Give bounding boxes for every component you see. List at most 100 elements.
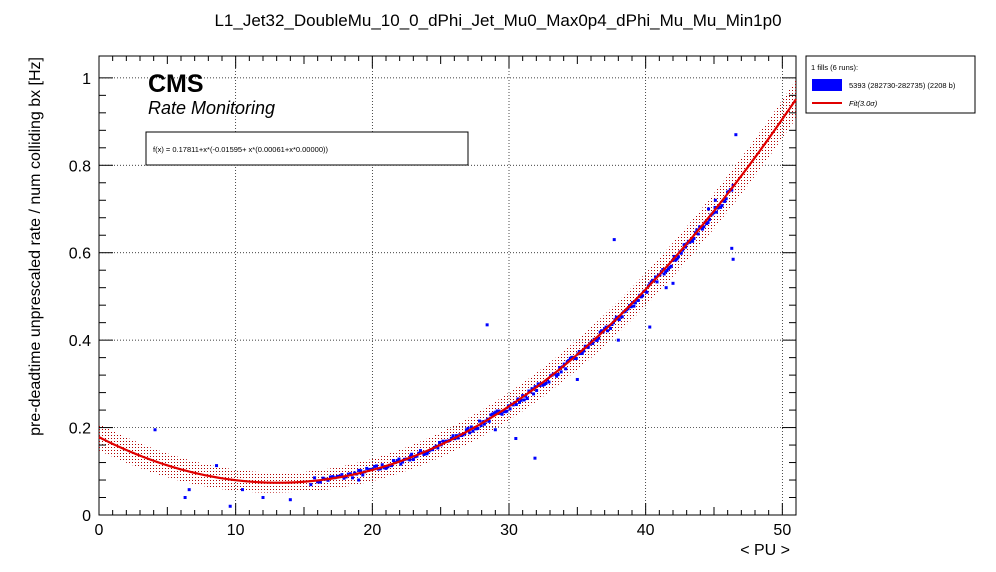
data-point [662,272,666,276]
data-point [348,472,352,476]
data-point [503,410,507,414]
data-point [614,315,618,319]
data-point [422,453,426,456]
data-point [478,419,482,423]
data-point [575,377,579,381]
data-point [516,397,520,401]
x-tick-label: 40 [637,522,655,539]
y-tick-label: 0.8 [69,158,91,175]
data-point [582,349,586,353]
legend-entry-fill: 5393 (282730-282735) (2208 b) [849,81,956,90]
data-point [454,434,458,438]
data-point [556,372,560,376]
data-point [474,427,478,431]
data-point [522,398,526,402]
data-point [719,205,723,209]
fit-line-path [98,98,797,484]
data-point [373,464,377,468]
data-point [321,476,325,480]
data-point [612,238,616,242]
legend-entry-fit: Fit(3.0σ) [849,99,878,108]
data-point [617,318,621,322]
data-point [505,409,509,413]
axis-ticks: 0 10 20 30 40 50 0 0.2 0.4 0.6 0.8 1 [69,56,797,539]
x-tick-label: 50 [773,522,791,539]
x-tick-label: 10 [227,522,245,539]
data-point [707,217,711,221]
data-point [353,471,357,475]
x-tick-label: 30 [500,522,518,539]
legend-swatch-fill [812,79,842,91]
data-point [542,382,546,386]
data-point [357,478,361,482]
data-point [397,457,401,461]
data-point [485,323,489,327]
data-point [382,466,386,470]
data-point [361,473,365,477]
data-point [629,305,633,309]
data-point [511,403,515,407]
data-point [564,367,568,371]
data-point [497,409,501,413]
y-tick-label: 0.6 [69,246,91,263]
data-point [425,450,429,454]
data-point [547,380,551,384]
data-point [517,400,521,404]
data-point [346,472,350,476]
data-point [533,385,537,389]
data-point [288,498,292,502]
data-point [724,197,728,201]
data-point [390,464,394,468]
data-point [595,338,599,342]
data-point [471,429,475,433]
data-point [498,411,502,415]
data-point [535,388,539,392]
data-point [521,394,525,398]
data-point [700,227,704,231]
data-point [723,199,727,203]
data-point [692,236,696,240]
data-point [636,298,640,302]
data-point [508,407,512,411]
data-point [466,426,470,430]
data-point [570,355,574,359]
data-point [378,467,382,471]
data-point [541,383,545,387]
data-point [468,431,472,435]
data-point [438,440,442,444]
data-point [359,469,363,473]
data-point [215,464,219,468]
data-point [669,264,673,268]
data-point [228,504,232,508]
data-point [696,232,700,236]
data-point [464,428,468,432]
data-point [479,424,483,428]
data-point [720,204,724,208]
data-point [418,449,422,453]
data-point [597,336,601,340]
data-point [679,251,683,255]
data-point [706,221,710,225]
data-point [606,329,610,333]
data-point [734,133,738,137]
data-point [676,255,680,259]
data-point [562,362,566,366]
data-point [609,326,613,330]
data-point [309,483,313,487]
data-point [559,370,563,374]
legend-header: 1 fills (6 runs): [811,63,858,72]
data-point [375,464,379,468]
data-point [568,356,572,360]
data-point [357,468,361,472]
data-point [731,257,735,261]
data-point [514,437,518,440]
data-point [313,476,317,480]
plot-area: 0 10 20 30 40 50 0 0.2 0.4 0.6 0.8 1 [69,55,797,539]
data-point [702,225,706,229]
data-point [604,325,608,329]
data-point [671,281,675,285]
data-point [684,245,688,249]
data-point [514,403,518,407]
data-point [580,351,584,355]
